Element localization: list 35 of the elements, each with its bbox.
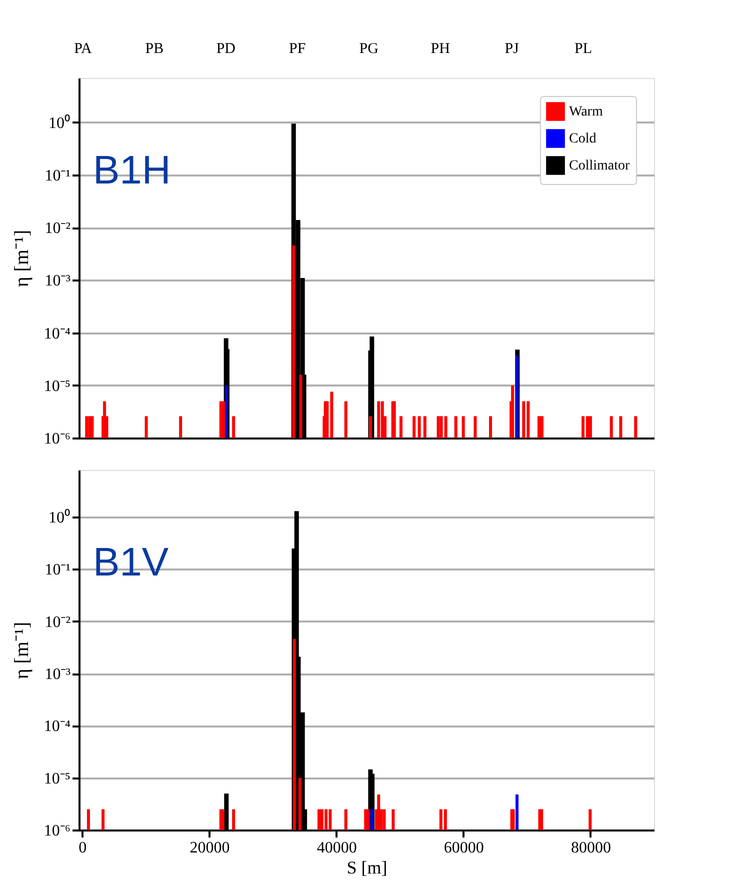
text: PB [145, 41, 164, 57]
x-axis-title: S [m] [346, 858, 388, 878]
annotation: B1H [93, 148, 171, 193]
y-tick-label: 10⁻³ [44, 272, 71, 290]
y-tick-label: 10⁻² [44, 614, 71, 631]
x-tick-label: 60000 [444, 840, 484, 856]
text: PA [74, 41, 92, 57]
y-tick-label: 10⁻¹ [44, 562, 71, 579]
y-tick-label: 10⁰ [48, 114, 70, 132]
y-tick-label: 10⁻² [44, 220, 71, 238]
legend-label: Cold [569, 132, 596, 146]
y-tick-label: 10⁻⁵ [44, 770, 70, 788]
y-tick-label: 10⁻⁶ [44, 822, 70, 840]
y-tick-label: 10⁻¹ [44, 168, 71, 185]
y-tick-label: 10⁻³ [44, 666, 71, 684]
y-axis-title: η [m⁻¹] [10, 622, 33, 680]
annotation: B1V [93, 540, 169, 585]
y-tick-label: 10⁻⁴ [44, 325, 71, 342]
legend-label: Warm [569, 104, 603, 120]
y-tick-label: 10⁰ [48, 508, 70, 527]
text: PJ [504, 41, 520, 57]
legend-label: Collimator [569, 158, 630, 174]
y-axis-title: η [m⁻¹] [10, 230, 33, 288]
text: PG [359, 41, 379, 57]
y-tick-label: 10⁻⁴ [44, 718, 71, 736]
text: PL [574, 41, 592, 57]
x-tick-label: 0 [78, 840, 87, 856]
y-tick-label: 10⁻⁵ [44, 378, 70, 395]
x-tick-label: 20000 [190, 840, 230, 856]
y-tick-label: 10⁻⁶ [44, 430, 70, 448]
text: PF [289, 41, 306, 57]
x-tick-label: 40000 [316, 840, 357, 856]
text: PD [216, 41, 236, 57]
text: PH [430, 41, 450, 57]
x-tick-label: 80000 [570, 840, 611, 856]
